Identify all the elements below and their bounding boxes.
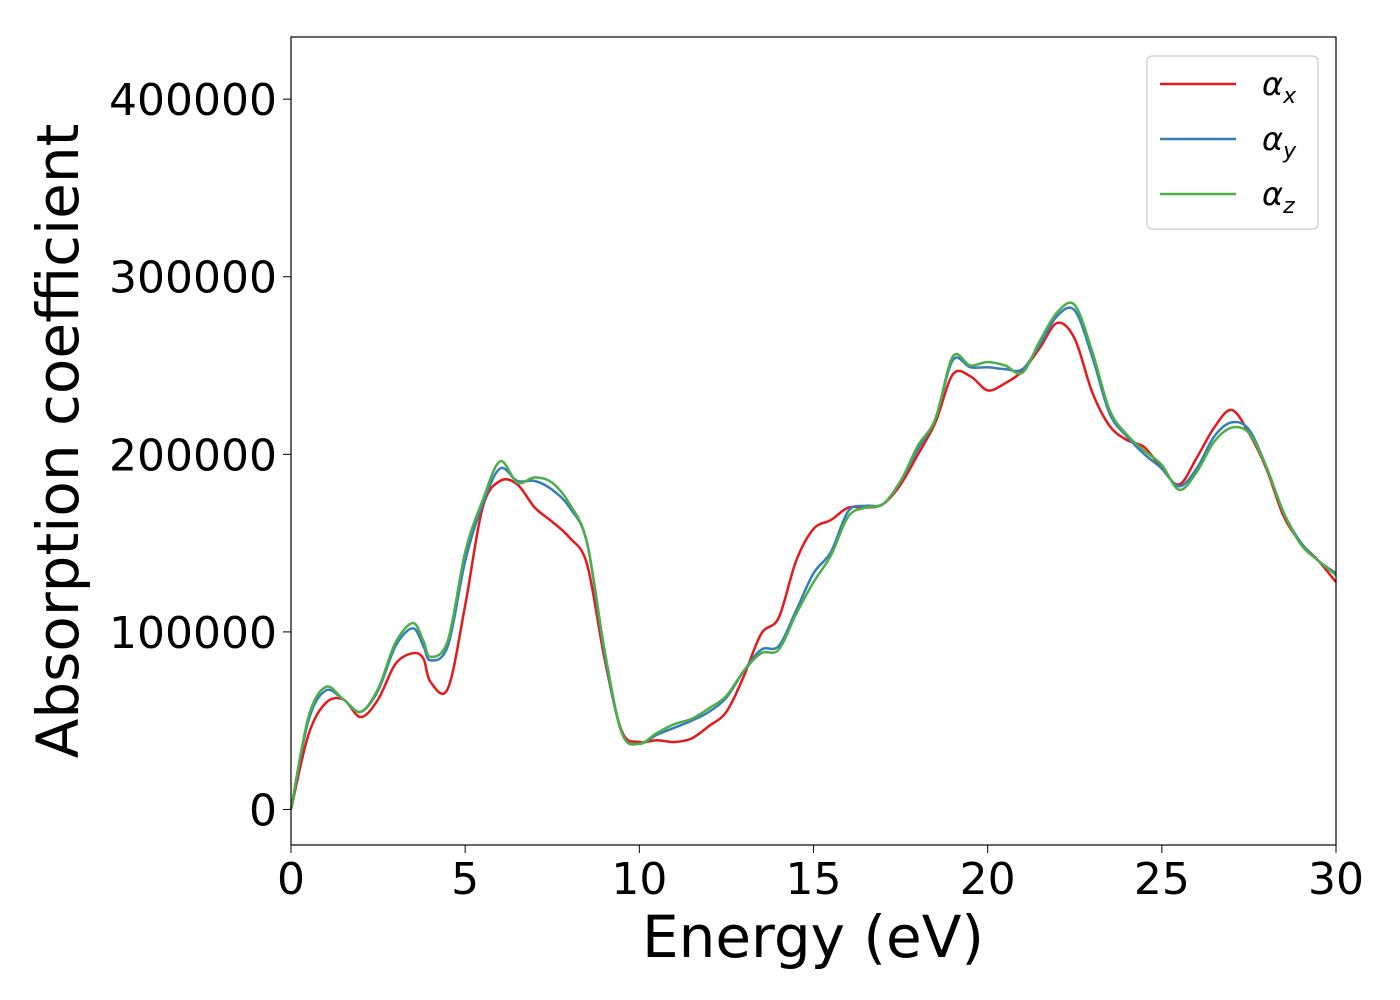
y-axis-title: Absorption coefficient bbox=[24, 124, 92, 759]
x-tick-label: 0 bbox=[277, 854, 305, 905]
y-axis-ticks: 0 100000 200000 300000 400000 bbox=[109, 75, 291, 836]
legend-label-y: αy bbox=[1262, 120, 1297, 164]
legend-item-z: αz bbox=[1160, 175, 1295, 219]
y-tick-label: 200000 bbox=[109, 430, 277, 481]
series-lines bbox=[289, 301, 1337, 810]
x-tick-label: 25 bbox=[1134, 854, 1190, 905]
series-line-alpha-z bbox=[289, 301, 1337, 810]
x-tick-label: 30 bbox=[1308, 854, 1364, 905]
legend: αx αy αz bbox=[1146, 55, 1319, 230]
x-tick-label: 20 bbox=[960, 854, 1016, 905]
y-tick-label: 300000 bbox=[109, 253, 277, 304]
x-tick-label: 15 bbox=[786, 854, 842, 905]
legend-item-x: αx bbox=[1160, 65, 1297, 109]
y-tick-label: 0 bbox=[249, 785, 277, 836]
legend-box bbox=[1146, 55, 1319, 230]
y-tick-label: 400000 bbox=[109, 75, 277, 126]
legend-label-z: αz bbox=[1262, 175, 1295, 219]
y-tick-label: 100000 bbox=[109, 608, 277, 659]
legend-label-x: αx bbox=[1262, 65, 1297, 109]
x-tick-label: 10 bbox=[611, 854, 667, 905]
series-line-alpha-x bbox=[289, 321, 1337, 810]
x-axis-title: Energy (eV) bbox=[642, 903, 984, 971]
x-tick-label: 5 bbox=[451, 854, 479, 905]
legend-item-y: αy bbox=[1160, 120, 1297, 164]
series-line-alpha-y bbox=[289, 306, 1337, 810]
x-axis-ticks: 0 5 10 15 20 25 30 bbox=[277, 845, 1364, 905]
